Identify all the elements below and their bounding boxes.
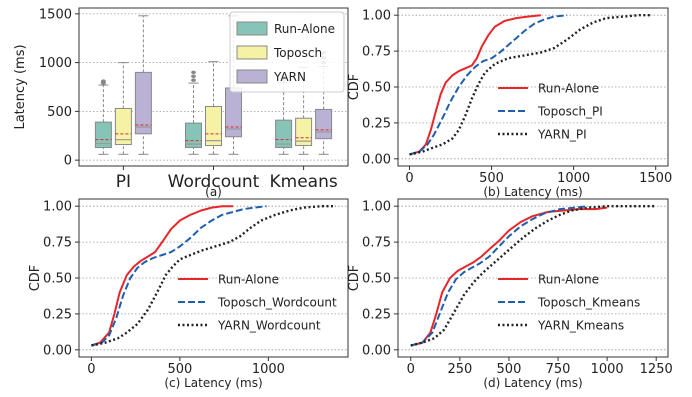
y-tick-label: 1.00 [362,200,391,215]
box [275,119,293,148]
legend-swatch [236,21,268,36]
y-tick-label: 0.75 [362,45,391,60]
legend-label: YARN_PI [537,128,587,142]
x-axis-label: (c) Latency (ms) [164,376,262,390]
y-tick-label: 1500 [39,7,72,22]
legend-label: Run-Alone [274,22,335,36]
y-tick-label: 500 [47,105,72,120]
box [134,71,152,135]
box [114,107,132,146]
panel-caption: (a) [205,185,222,199]
y-tick-label: 1000 [39,56,72,71]
panel-a-boxplot: 0 500 1000 1500 PI Wordcount Kmeans (a) Latency … [13,7,349,199]
cdf-line-dashed [409,14,568,156]
x-tick-label: 1250 [640,362,673,377]
legend-label: YARN_Wordcount [217,319,321,333]
x-tick-label: 500 [479,171,504,186]
legend-swatch [236,45,268,60]
cdf-line-dotted [410,204,657,347]
y-tick-label: 0.00 [362,152,391,167]
legend-label: Toposch_Wordcount [217,296,337,310]
y-tick-label: 0.75 [362,236,391,251]
y-tick-label: 0 [64,154,72,169]
cdf-line-solid [410,206,608,347]
y-tick-label: 1.00 [43,200,72,215]
y-tick-label: 0.50 [362,81,391,96]
panel-c-cdf: 0.00 0.25 0.50 0.75 1.00 0 500 1000(c) Latency … [28,198,349,390]
outlier-point [191,74,196,79]
x-tick-label: 1500 [639,171,672,186]
cdf-line-dotted [409,13,653,156]
y-tick-label: 0.25 [362,116,391,131]
cdf-line-solid [91,205,233,347]
legend-label: YARN [273,70,306,84]
y-tick-label: 0.25 [362,307,391,322]
legend-label: Run-Alone [538,82,599,96]
box [315,108,333,140]
box [205,106,222,147]
box [94,121,112,148]
category-label: Wordcount [168,172,260,192]
x-tick-label: 0 [407,362,415,377]
cdf-line-dashed [410,205,588,347]
panel-b-cdf: 0.00 0.25 0.50 0.75 1.00 0 500 1000 1500 (b) Late… [347,7,672,199]
legend-label: Toposch_PI [537,105,603,119]
cdf-line-solid [409,14,541,156]
legend-label: Run-Alone [218,273,279,287]
x-tick-label: 1000 [557,171,590,186]
panel-c-frame [78,198,349,358]
legend-label: Toposch_Kmeans [537,296,640,310]
panel-d-cdf: 0.00 0.25 0.50 0.75 1.00 0 250 500 750 1000 1250 (d… [347,198,673,390]
category-label: PI [116,172,131,192]
panel-d-frame [397,198,669,358]
x-tick-label: 750 [546,362,571,377]
legend-label: Toposch [273,46,322,60]
x-tick-label: 500 [167,362,192,377]
y-tick-label: 0.00 [43,343,72,358]
cdf-line-dotted [91,204,336,347]
y-tick-label: 0.75 [43,236,72,251]
y-axis-label: Latency (ms) [13,44,28,129]
x-tick-label: 1000 [591,362,624,377]
x-axis-label: (b) Latency (ms) [483,185,582,199]
y-tick-label: 0.00 [362,343,391,358]
panel-b-frame [397,7,669,167]
x-tick-label: 1000 [252,362,285,377]
legend-label: Run-Alone [538,273,599,287]
box [185,122,202,148]
box [295,117,313,147]
outlier-point [191,70,196,75]
legend-swatch [236,69,268,84]
x-tick-label: 250 [447,362,472,377]
x-axis-label: (d) Latency (ms) [483,376,582,390]
y-tick-label: 0.50 [43,272,72,287]
y-tick-label: 0.50 [362,272,391,287]
outlier-point [191,78,196,82]
y-axis-label: CDF [28,265,43,292]
y-tick-label: 1.00 [362,9,391,24]
y-axis-label: CDF [347,74,362,101]
category-label: Kmeans [270,172,338,192]
y-axis-label: CDF [347,265,362,292]
x-tick-label: 500 [497,362,522,377]
legend-label: YARN_Kmeans [537,319,624,333]
outlier-point [100,79,106,83]
x-tick-label: 0 [87,362,95,377]
y-tick-label: 0.25 [43,307,72,322]
cdf-line-dashed [91,205,267,347]
x-tick-label: 0 [405,171,413,186]
